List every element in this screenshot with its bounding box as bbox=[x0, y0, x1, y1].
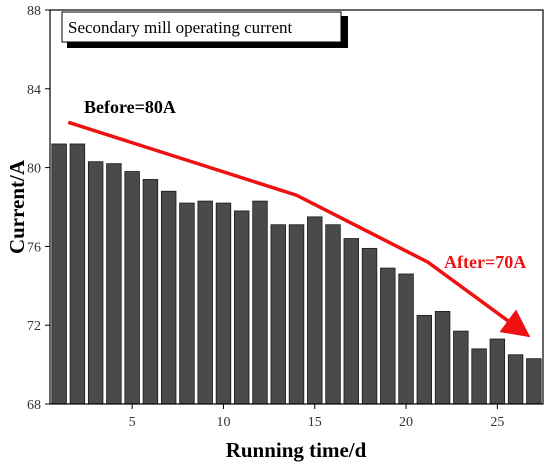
x-axis-ticks: 5 10 15 20 25 bbox=[129, 404, 504, 430]
bar-day-10 bbox=[215, 202, 232, 405]
bar-day-26 bbox=[507, 354, 524, 405]
bar-day-22 bbox=[434, 311, 451, 405]
bar-day-3 bbox=[87, 161, 104, 405]
bar-day-9 bbox=[197, 200, 213, 405]
x-tick-label: 15 bbox=[308, 415, 322, 430]
bar-day-12 bbox=[252, 200, 268, 405]
bar-day-2 bbox=[69, 143, 86, 405]
bar-day-18 bbox=[361, 247, 378, 405]
bar-day-20 bbox=[398, 273, 414, 405]
legend-label: Secondary mill operating current bbox=[68, 18, 293, 37]
bar-day-4 bbox=[106, 163, 122, 405]
y-axis-ticks: 68 72 76 80 84 88 bbox=[27, 4, 50, 413]
bar-day-23 bbox=[453, 330, 469, 405]
y-axis-title: Current/A bbox=[5, 159, 29, 254]
bar-day-19 bbox=[380, 267, 396, 405]
y-tick-label: 88 bbox=[27, 4, 41, 19]
y-tick-label: 84 bbox=[27, 83, 41, 98]
bar-series bbox=[51, 143, 542, 405]
x-tick-label: 25 bbox=[490, 415, 504, 430]
bar-day-25 bbox=[489, 338, 506, 405]
x-tick-label: 5 bbox=[129, 415, 136, 430]
legend-box bbox=[61, 11, 342, 43]
bar-day-8 bbox=[179, 202, 195, 405]
x-tick-label: 20 bbox=[399, 415, 413, 430]
bar-day-16 bbox=[325, 224, 341, 405]
bar-day-17 bbox=[343, 238, 359, 405]
bar-day-24 bbox=[471, 348, 487, 405]
y-tick-label: 72 bbox=[27, 319, 41, 334]
x-axis-title: Running time/d bbox=[226, 438, 367, 462]
bar-day-1 bbox=[51, 143, 67, 405]
bar-day-5 bbox=[124, 171, 140, 405]
bar-day-21 bbox=[416, 314, 433, 405]
annotation-before: Before=80A bbox=[84, 97, 176, 117]
bar-day-14 bbox=[288, 224, 305, 405]
legend: Secondary mill operating current bbox=[61, 11, 348, 48]
bar-day-27 bbox=[526, 358, 542, 405]
y-tick-label: 80 bbox=[27, 162, 41, 177]
y-tick-label: 76 bbox=[27, 240, 41, 255]
bar-day-13 bbox=[270, 224, 286, 405]
plot-frame bbox=[49, 9, 544, 405]
bar-day-6 bbox=[142, 179, 159, 405]
annotation-after: After=70A bbox=[444, 252, 526, 272]
bar-day-15 bbox=[307, 216, 323, 405]
trend-line bbox=[67, 120, 531, 338]
x-tick-label: 10 bbox=[216, 415, 230, 430]
bar-day-7 bbox=[160, 190, 177, 405]
y-tick-label: 68 bbox=[27, 398, 41, 413]
bar-day-11 bbox=[234, 210, 250, 405]
